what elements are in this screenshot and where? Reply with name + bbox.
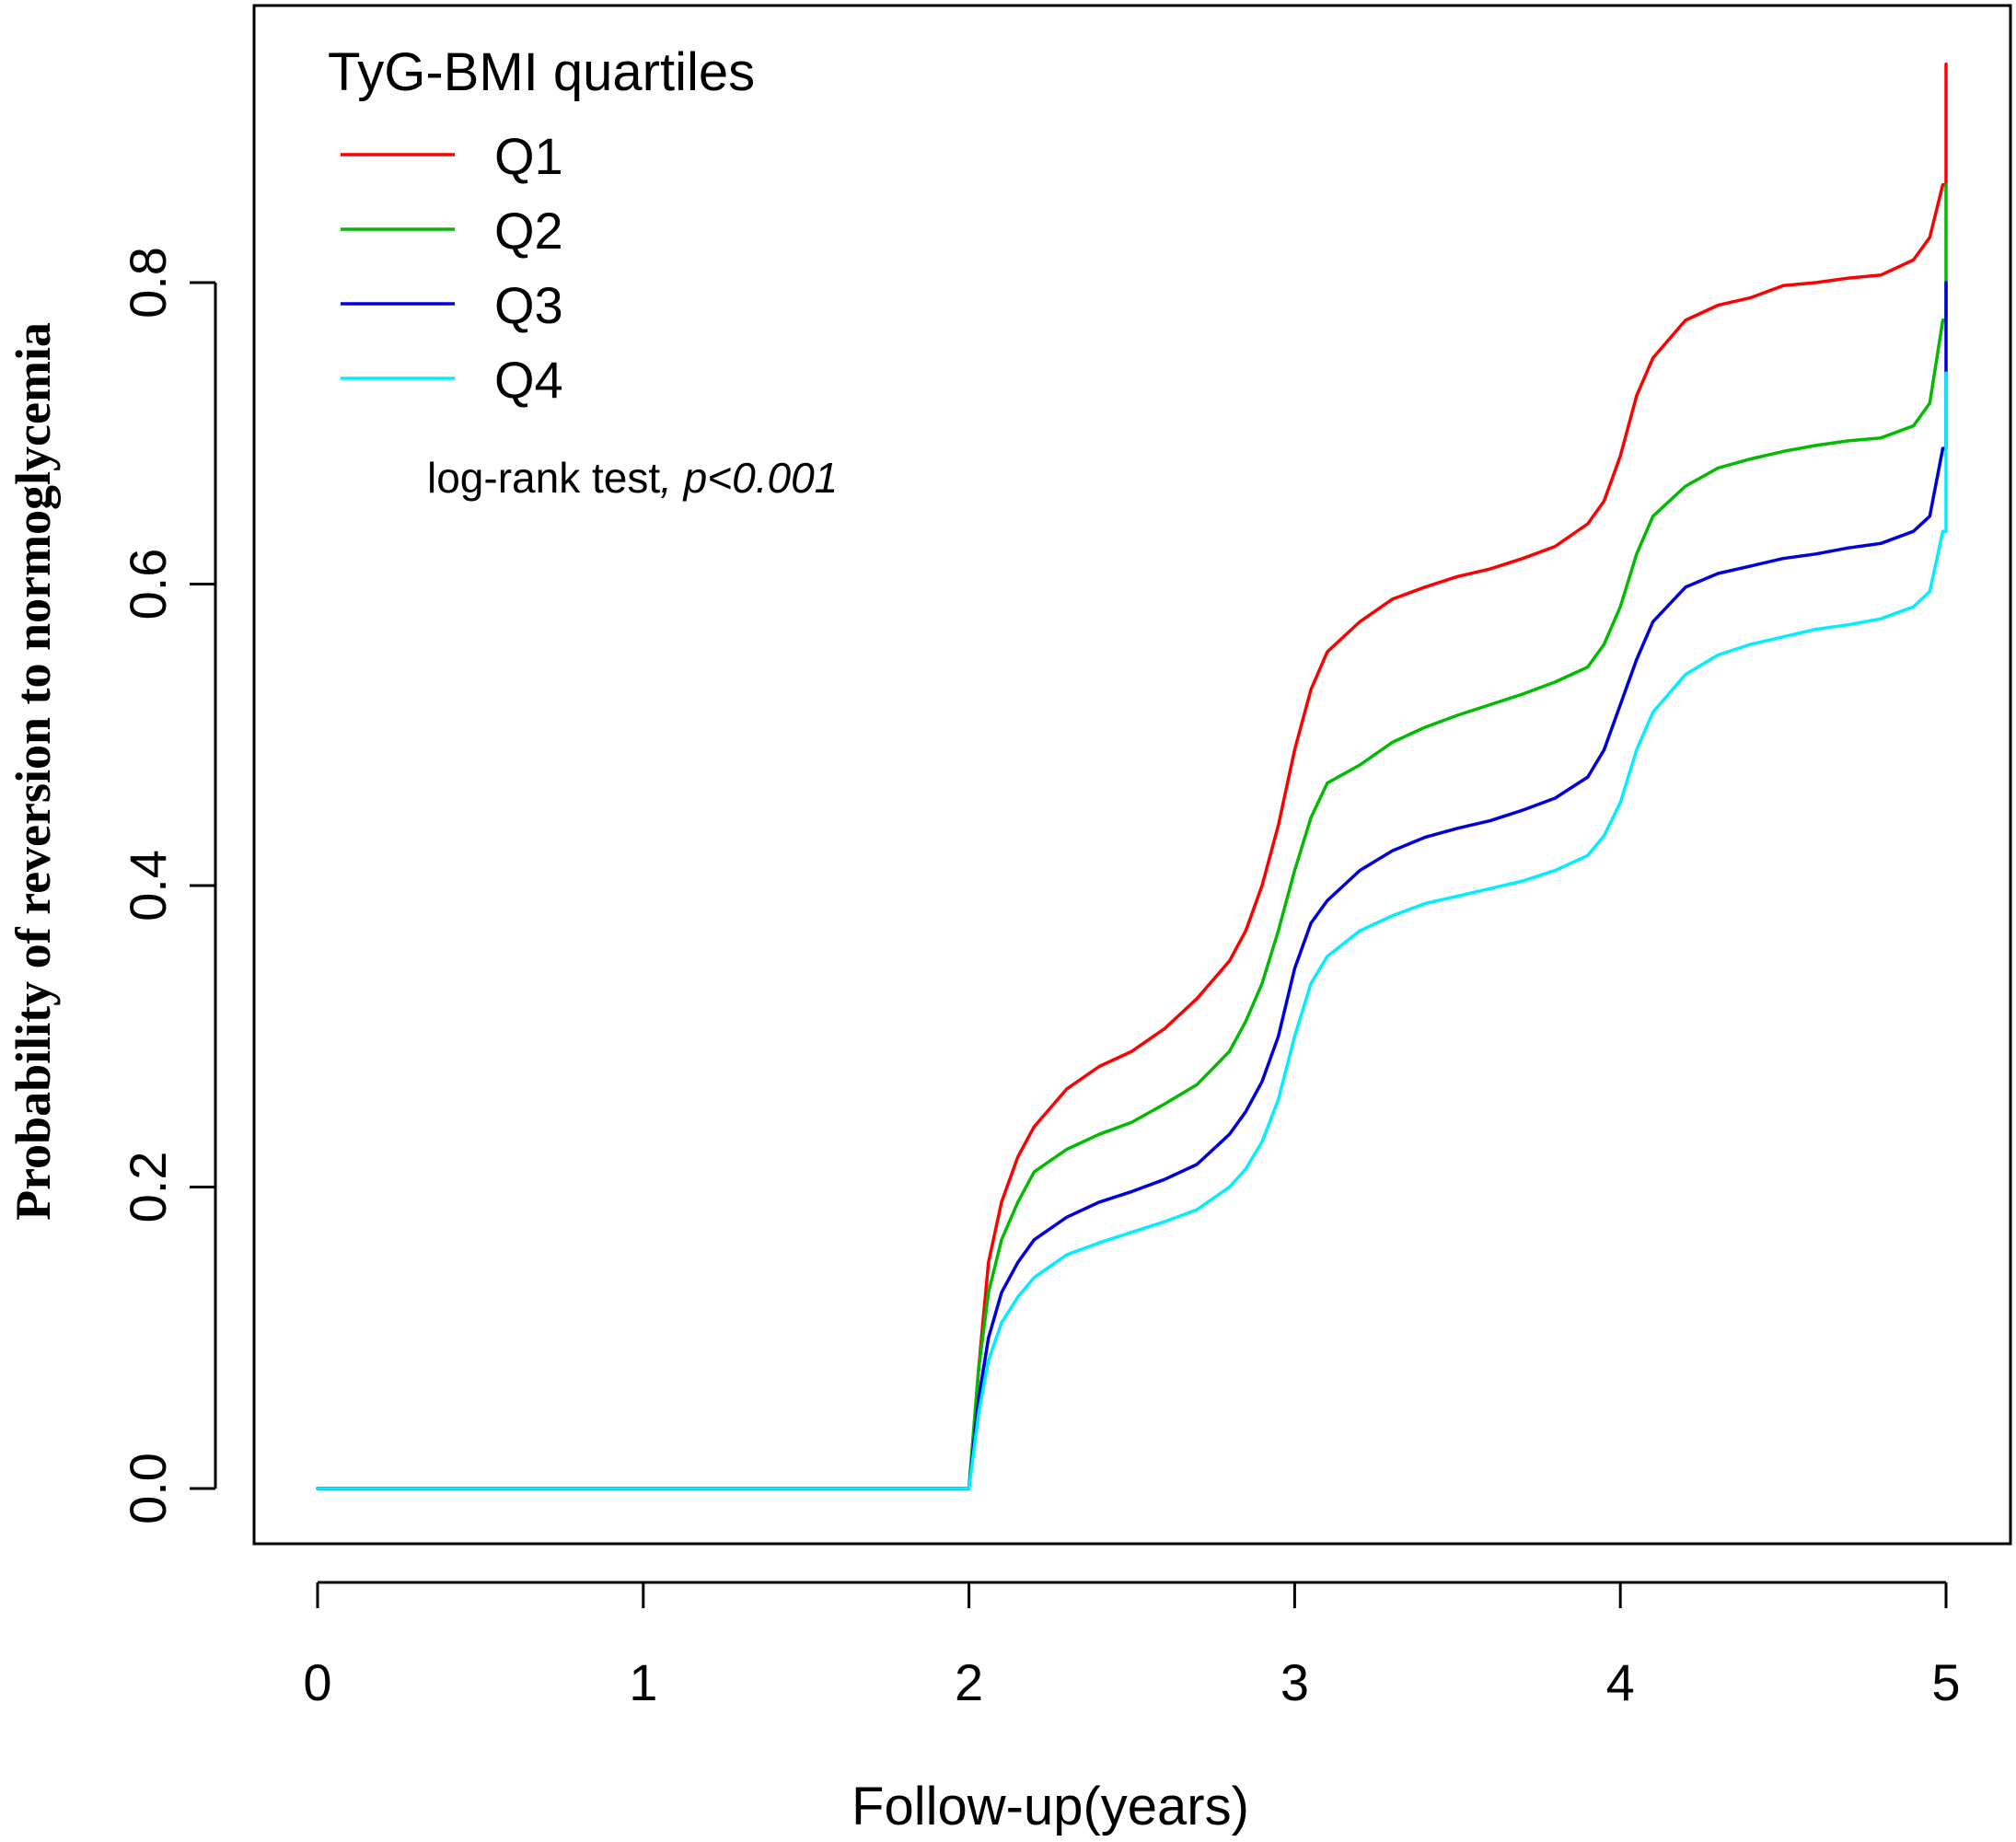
y-tick-label: 0.2: [119, 1152, 177, 1223]
y-axis-title: Probability of reversion to normoglycemi…: [6, 322, 61, 1221]
series-line-q2: [316, 182, 1948, 1490]
legend: TyG-BMI quartiles Q1 Q2 Q3 Q4: [328, 42, 755, 409]
x-tick-label: 0: [303, 1653, 331, 1711]
y-tick-label: 0.8: [119, 247, 177, 319]
series-line-q3: [316, 281, 1948, 1490]
legend-items: Q1 Q2 Q3 Q4: [341, 127, 563, 409]
x-axis-title: Follow-up(years): [852, 1777, 1249, 1836]
series-line-q1: [316, 62, 1948, 1490]
y-tick-label: 0.4: [119, 850, 177, 921]
x-tick-label: 3: [1280, 1653, 1309, 1711]
x-tick-label: 4: [1606, 1653, 1635, 1711]
legend-title: TyG-BMI quartiles: [328, 42, 755, 102]
p-value-text: , p<0.001: [660, 454, 838, 502]
plot-frame: [252, 4, 2012, 1546]
series-lines: [316, 62, 1948, 1490]
legend-label-q1: Q1: [494, 127, 563, 185]
series-line-q4: [316, 371, 1948, 1490]
x-tick-label: 2: [955, 1653, 983, 1711]
legend-label-q2: Q2: [494, 202, 563, 260]
x-tick-label: 1: [629, 1653, 657, 1711]
legend-label-q4: Q4: [494, 351, 563, 409]
log-rank-text: log-rank test: [427, 454, 660, 502]
x-axis-ticks: 0 1 2 3 4 5: [303, 1582, 1961, 1711]
y-tick-label: 0.0: [119, 1453, 177, 1524]
log-rank-annotation: log-rank test, p<0.001: [427, 454, 838, 502]
y-axis-ticks: 0.0 0.2 0.4 0.6 0.8: [119, 247, 215, 1524]
y-tick-label: 0.6: [119, 549, 177, 620]
x-tick-label: 5: [1931, 1653, 1960, 1711]
legend-label-q3: Q3: [494, 276, 563, 334]
